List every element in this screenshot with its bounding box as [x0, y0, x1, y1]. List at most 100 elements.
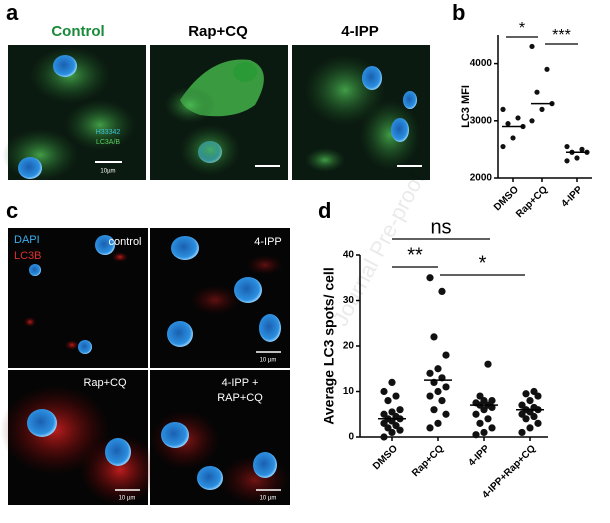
data-point	[529, 118, 535, 124]
tile-label: control	[108, 236, 141, 248]
panel-label: a	[6, 0, 19, 25]
scale-label: 10µm	[100, 169, 115, 175]
tile-label: RAP+CQ	[217, 392, 263, 404]
x-tick-label: 4-IPP	[560, 184, 586, 210]
tile-label: Rap+CQ	[83, 377, 127, 389]
data-point	[426, 424, 434, 432]
data-point	[438, 287, 446, 295]
data-point	[426, 392, 434, 400]
micrograph: DAPI LC3B control	[8, 228, 148, 368]
micrograph	[150, 45, 288, 180]
data-point	[529, 43, 535, 50]
data-point	[426, 274, 434, 282]
micrograph	[292, 45, 430, 180]
data-point	[430, 333, 438, 341]
data-point	[442, 410, 450, 418]
data-point	[484, 415, 492, 423]
y-tick-label: 3000	[470, 115, 493, 126]
data-point	[380, 387, 388, 396]
data-point	[500, 106, 506, 112]
data-point	[534, 89, 540, 95]
data-point	[380, 433, 388, 441]
significance-label: ***	[552, 27, 571, 44]
y-tick-label: 2000	[470, 173, 493, 184]
x-tick-label: Rap+CQ	[514, 184, 550, 220]
y-tick-label: 4000	[470, 58, 493, 69]
data-point	[396, 406, 404, 414]
data-point	[526, 397, 534, 405]
data-point	[472, 431, 480, 439]
data-point	[442, 383, 450, 391]
data-point	[476, 392, 484, 400]
data-point	[426, 369, 434, 377]
significance-label: **	[407, 244, 423, 266]
stain-label: DAPI	[14, 234, 40, 246]
data-point	[472, 410, 480, 418]
micrograph: H33342 LC3A/B 10µm	[2, 45, 146, 181]
data-point	[522, 390, 530, 398]
data-point	[384, 397, 392, 405]
data-point	[434, 387, 442, 396]
data-point	[388, 408, 396, 416]
data-point	[442, 351, 450, 359]
data-point	[434, 419, 442, 427]
data-point	[564, 158, 570, 164]
data-point	[500, 143, 506, 150]
data-point	[438, 397, 446, 405]
panel-label: b	[452, 0, 465, 25]
x-tick-label: 4-IPP	[467, 443, 493, 469]
data-point	[564, 143, 570, 150]
data-point	[488, 397, 496, 405]
data-point	[518, 401, 526, 409]
y-tick-label: 0	[348, 432, 354, 443]
data-point	[530, 387, 538, 396]
tile-label: 4-IPP	[254, 236, 282, 248]
y-tick-label: 20	[343, 341, 355, 352]
scale-label: 10 µm	[119, 496, 136, 502]
significance-label: *	[479, 252, 487, 274]
y-tick-label: 10	[343, 386, 355, 397]
panel-label: d	[318, 198, 331, 223]
data-point	[574, 155, 580, 161]
y-tick-label: 40	[343, 250, 355, 261]
stain-label: LC3B	[14, 250, 42, 262]
data-point	[480, 428, 488, 437]
x-tick-label: DMSO	[371, 443, 400, 472]
data-point	[510, 135, 516, 141]
micrograph: 4-IPP + RAP+CQ 10 µm	[150, 370, 290, 505]
column-header: Control	[51, 23, 104, 40]
y-tick-label: 30	[343, 295, 355, 306]
data-point	[534, 419, 542, 427]
significance-label: *	[519, 20, 525, 37]
data-point	[430, 406, 438, 414]
scale-label: 10 µm	[260, 358, 277, 364]
data-point	[518, 428, 526, 437]
data-point	[476, 419, 484, 427]
micrograph: 4-IPP 10 µm	[150, 228, 290, 368]
scale-label: 10 µm	[260, 496, 277, 502]
column-header: Rap+CQ	[188, 23, 248, 40]
data-point	[579, 146, 585, 152]
data-point	[544, 66, 550, 72]
y-axis-label: Average LC3 spots/ cell	[321, 267, 337, 424]
stain-label: H33342	[96, 129, 121, 136]
y-axis-label: LC3 MFI	[460, 85, 472, 128]
tile-label: 4-IPP +	[222, 377, 259, 389]
data-point	[392, 392, 400, 400]
data-point	[539, 106, 545, 112]
data-point	[380, 410, 388, 418]
data-point	[526, 424, 534, 432]
data-point	[515, 115, 521, 121]
data-point	[388, 378, 396, 386]
x-tick-label: Rap+CQ	[410, 443, 446, 479]
stain-label: LC3A/B	[96, 139, 120, 146]
significance-label: ns	[430, 216, 451, 238]
column-header: 4-IPP	[341, 23, 379, 40]
panel-label: c	[6, 198, 18, 223]
data-point	[484, 360, 492, 368]
data-point	[505, 121, 511, 127]
data-point	[434, 365, 442, 373]
micrograph: Rap+CQ 10 µm	[0, 370, 160, 505]
data-point	[488, 424, 496, 432]
